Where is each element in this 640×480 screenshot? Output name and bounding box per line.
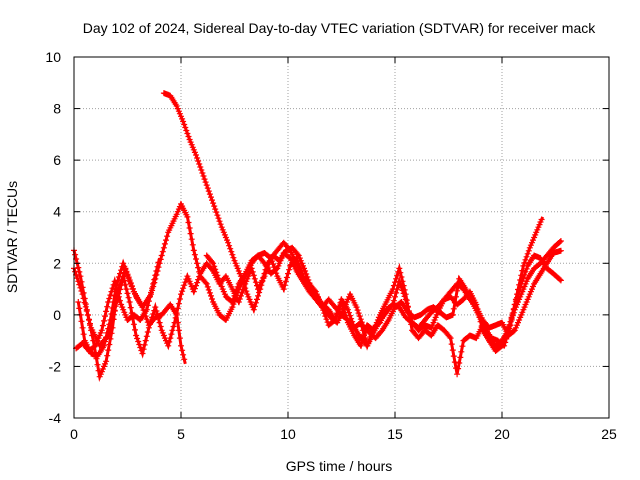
x-tick-label: 10 [280,426,296,442]
y-tick-label: -4 [49,410,62,426]
chart-title: Day 102 of 2024, Sidereal Day-to-day VTE… [83,20,596,36]
y-axis-label: SDTVAR / TECUs [4,181,20,293]
x-tick-label: 5 [177,426,185,442]
y-tick-label: 6 [53,152,61,168]
grid-lines [74,57,609,418]
plot-frame [73,56,610,419]
x-axis-label: GPS time / hours [286,458,393,474]
series-markers [73,259,162,354]
y-tick-label: 0 [53,307,61,323]
y-tick-label: 10 [45,49,61,65]
y-tick-label: 4 [53,204,61,220]
y-tick-label: 2 [53,255,61,271]
series-track-d [73,257,162,354]
axis-ticks: 0 5 10 15 20 25 -4 -2 0 2 4 6 8 10 [45,49,617,442]
x-tick-label: 15 [387,426,403,442]
series-line [163,91,545,349]
data-series [71,90,564,383]
x-tick-label: 25 [601,426,617,442]
y-tick-label: 8 [53,101,61,117]
y-tick-label: -2 [49,358,62,374]
x-tick-label: 20 [494,426,510,442]
series-track-f [203,247,564,349]
x-tick-label: 0 [70,426,78,442]
series-markers [203,247,564,349]
